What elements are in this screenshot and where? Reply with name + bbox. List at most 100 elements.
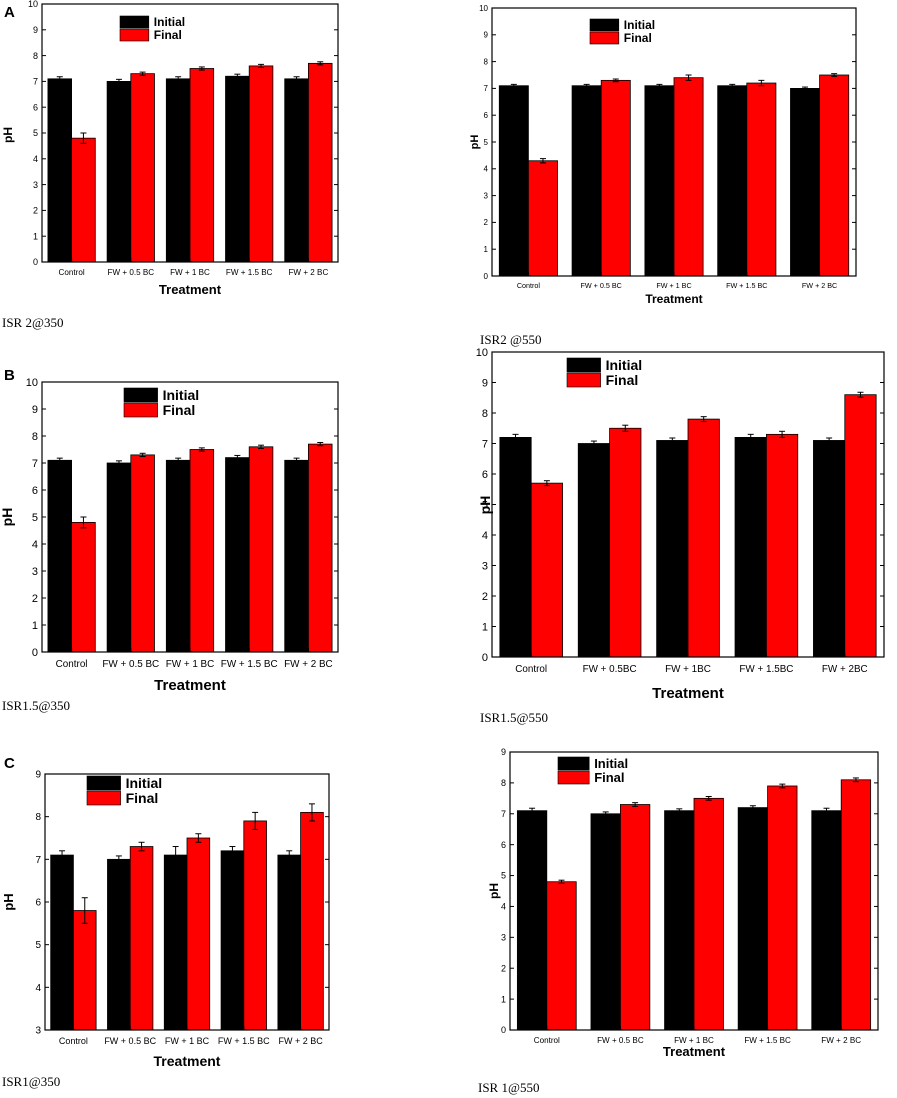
bar-final-0	[528, 160, 558, 277]
bar-final-1	[609, 427, 642, 658]
bar-initial-2	[165, 78, 191, 263]
chart-caption: ISR 2@350	[2, 315, 63, 330]
x-axis-label: Treatment	[159, 282, 222, 297]
chart-b-isr1-5-350: 0 1 2 3 4 5 6 7 8 9 10 Control FW + 0.5 BC FW + 1 BC F…	[0, 377, 339, 713]
bar-final-4	[840, 779, 872, 1031]
bar-initial-2	[165, 459, 191, 653]
bar-initial-0	[516, 810, 548, 1031]
x-tick-label: FW + 1.5 BC	[226, 268, 273, 277]
y-axis-label: pH	[477, 496, 493, 515]
bar-initial-4	[284, 78, 309, 263]
x-tick-label: FW + 2 BC	[288, 268, 328, 277]
bar-initial-4	[811, 810, 842, 1031]
y-tick-label: 1	[484, 245, 489, 254]
y-tick-label: 7	[32, 458, 38, 470]
y-tick-label: 6	[501, 840, 506, 850]
y-tick-label: 1	[33, 231, 38, 241]
bar-final-3	[767, 785, 798, 1031]
legend-label-initial: Initial	[606, 357, 643, 373]
bar-initial-3	[737, 807, 768, 1031]
x-tick-label: FW + 1.5 BC	[221, 659, 278, 670]
chart-caption: ISR1.5@350	[2, 698, 70, 713]
bar-final-2	[687, 418, 720, 658]
x-tick-label: FW + 0.5BC	[583, 664, 637, 675]
plot-frame	[41, 381, 339, 653]
chart-caption: ISR1.5@550	[480, 710, 548, 725]
bar-initial-0	[499, 436, 532, 658]
bar-initial-1	[107, 858, 131, 1031]
bar-final-1	[129, 846, 154, 1031]
legend-label-initial: Initial	[154, 15, 185, 29]
y-tick-label: 10	[26, 377, 38, 389]
x-tick-label: FW + 0.5 BC	[108, 268, 155, 277]
y-tick-label: 9	[33, 25, 38, 35]
x-tick-label: Control	[517, 281, 541, 290]
x-tick-label: FW + 2 BC	[284, 659, 333, 670]
y-tick-label: 9	[484, 31, 489, 40]
legend-swatch-final	[123, 402, 158, 418]
legend-label-final: Final	[606, 372, 639, 388]
y-axis-label: pH	[487, 883, 501, 899]
x-tick-label: FW + 1 BC	[674, 1036, 714, 1045]
chart-caption: ISR1@350	[2, 1074, 60, 1089]
x-tick-label: FW + 1 BC	[656, 281, 691, 290]
y-tick-label: 0	[482, 652, 488, 664]
x-tick-label: FW + 0.5 BC	[597, 1036, 644, 1045]
x-tick-label: FW + 0.5 BC	[104, 1036, 156, 1046]
y-tick-label: 2	[32, 593, 38, 605]
panel-letter-b: B	[4, 367, 15, 384]
x-tick-label: Control	[515, 664, 547, 675]
bar-final-0	[73, 910, 97, 1031]
y-tick-label: 7	[35, 855, 41, 866]
bar-final-3	[746, 82, 777, 277]
legend-swatch-final	[119, 28, 150, 42]
bar-final-4	[307, 443, 333, 653]
y-tick-label: 8	[482, 408, 488, 420]
bar-final-1	[620, 804, 651, 1031]
y-tick-label: 3	[501, 932, 506, 942]
y-tick-label: 4	[482, 530, 488, 542]
legend-label-final: Final	[624, 31, 652, 45]
x-tick-label: Control	[56, 659, 88, 670]
y-tick-label: 7	[501, 809, 506, 819]
y-tick-label: 8	[501, 778, 506, 788]
y-axis-label: pH	[0, 508, 15, 527]
bar-initial-2	[664, 810, 695, 1031]
y-tick-label: 4	[32, 539, 38, 551]
y-axis-label: pH	[1, 893, 16, 910]
x-tick-label: FW + 1.5 BC	[218, 1036, 270, 1046]
y-tick-label: 5	[482, 499, 488, 511]
legend-label-initial: Initial	[594, 756, 628, 771]
bar-initial-2	[656, 440, 689, 658]
bar-initial-3	[717, 85, 748, 277]
y-tick-label: 4	[35, 983, 41, 994]
plot-frame	[491, 351, 885, 658]
y-tick-label: 4	[484, 165, 489, 174]
x-tick-label: FW + 2 BC	[802, 281, 837, 290]
bar-final-1	[130, 73, 155, 263]
legend-label-final: Final	[154, 28, 182, 42]
y-tick-label: 5	[33, 128, 38, 138]
y-tick-label: 5	[32, 512, 38, 524]
y-tick-label: 6	[32, 485, 38, 497]
x-tick-label: FW + 0.5 BC	[102, 659, 159, 670]
y-tick-label: 4	[33, 154, 38, 164]
y-tick-label: 10	[476, 347, 488, 359]
y-tick-label: 9	[482, 377, 488, 389]
y-tick-label: 5	[501, 871, 506, 881]
y-tick-label: 0	[484, 272, 489, 281]
bar-initial-4	[813, 440, 846, 658]
y-tick-label: 3	[482, 560, 488, 572]
y-tick-label: 3	[32, 566, 38, 578]
bar-initial-0	[50, 854, 74, 1031]
bar-final-2	[189, 449, 215, 653]
y-tick-label: 4	[501, 902, 506, 912]
y-tick-label: 3	[35, 1026, 41, 1037]
x-tick-label: FW + 1BC	[665, 664, 711, 675]
y-tick-label: 7	[484, 84, 489, 93]
y-tick-label: 8	[33, 51, 38, 61]
panel-letter-a: A	[4, 4, 15, 21]
bar-final-4	[307, 62, 333, 263]
y-tick-label: 6	[33, 102, 38, 112]
legend-swatch-final	[557, 770, 590, 785]
